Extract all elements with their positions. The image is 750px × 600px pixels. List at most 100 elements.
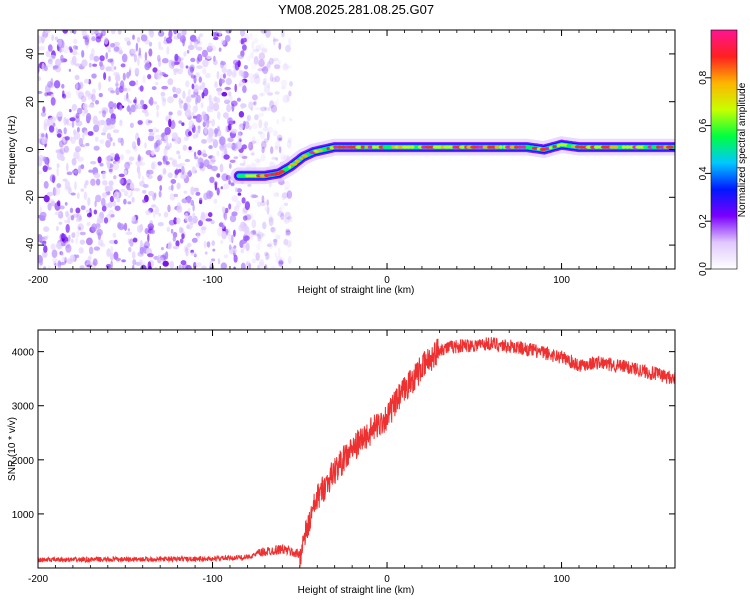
spectrogram-noise-blob — [186, 49, 190, 54]
spectrogram-noise-blob — [101, 197, 106, 207]
spectrogram-noise-blob — [43, 65, 48, 72]
spectrogram-noise-blob — [156, 69, 163, 79]
spectrogram-ridge-peak — [424, 145, 431, 149]
spectrogram-noise-blob — [268, 216, 274, 223]
spectrogram-ridge-peak — [665, 145, 674, 149]
spectrogram-noise-blob — [211, 119, 216, 127]
spectrogram-noise-blob — [193, 84, 199, 93]
spectrogram-noise-blob — [125, 149, 131, 154]
spectrogram-noise-blob — [65, 244, 72, 253]
spectrogram-noise-blob — [278, 260, 284, 265]
spectrogram-noise-blob — [212, 102, 220, 112]
spectrogram-noise-blob — [257, 130, 263, 135]
spectrogram-noise-blob — [61, 242, 66, 247]
spectrogram-noise-blob — [39, 259, 43, 266]
spectrogram-noise-blob — [112, 142, 116, 147]
spectrogram-noise-blob — [237, 132, 242, 141]
spectrogram-noise-blob — [99, 61, 103, 67]
spectrogram-noise-blob — [174, 174, 178, 179]
spectrogram-noise-blob — [45, 50, 51, 58]
spectrogram-noise-blob — [233, 156, 239, 160]
spectrogram-noise-blob — [108, 180, 114, 186]
spectrogram-noise-blob — [44, 160, 48, 165]
spectrogram-noise-blob — [287, 256, 292, 265]
spectrogram-noise-blob — [275, 140, 280, 149]
spectrogram-noise-blob — [83, 182, 87, 189]
spectrogram-ridge-peak — [289, 162, 298, 166]
spectrogram-noise-blob — [223, 234, 227, 239]
y-tick-label: 20 — [25, 96, 36, 108]
spectrogram-noise-blob — [264, 65, 268, 71]
spectrogram-noise-blob — [137, 170, 141, 180]
spectrogram-noise-blob — [86, 221, 91, 227]
spectrogram-noise-blob — [222, 73, 227, 79]
spectrogram-noise-blob — [272, 130, 278, 137]
spectrogram-noise-blob — [261, 47, 268, 53]
spectrogram-noise-blob — [58, 39, 62, 48]
spectrogram-noise-blob — [212, 248, 216, 252]
spectrogram-noise-blob — [63, 116, 67, 126]
spectrogram-noise-blob — [224, 125, 228, 134]
spectrogram-noise-blob — [183, 190, 188, 194]
spectrogram-noise-blob — [251, 150, 255, 155]
spectrogram-noise-blob — [145, 150, 153, 156]
spectrogram-noise-blob — [105, 264, 112, 269]
spectrogram-noise-blob — [65, 223, 70, 233]
spectrogram-noise-blob — [183, 136, 189, 142]
spectrogram-noise-blob — [87, 197, 91, 206]
spectrogram-ridge-peak — [387, 145, 392, 149]
spectrogram-ridge-peak — [417, 145, 423, 149]
spectrogram-noise-blob — [192, 105, 198, 114]
spectrogram-ridge-peak — [294, 159, 301, 163]
spectrogram-noise-blob — [120, 154, 124, 161]
spectrogram-noise-blob — [268, 241, 274, 250]
spectrogram-noise-blob — [257, 264, 260, 269]
spectrogram-noise-blob — [122, 72, 126, 81]
spectrogram-noise-blob — [272, 38, 279, 42]
spectrogram-noise-blob — [182, 90, 186, 99]
spectrogram-noise-blob — [161, 58, 169, 64]
spectrogram-noise-blob — [142, 184, 149, 188]
spectrogram-noise-blob — [75, 120, 83, 127]
spectrogram-noise-blob — [200, 226, 206, 235]
spectrogram-noise-blob — [188, 120, 195, 129]
spectrogram-noise-blob — [82, 132, 85, 141]
spectrogram-noise-blob — [158, 41, 162, 48]
spectrogram-noise-blob — [166, 142, 170, 151]
spectrogram-noise-blob — [93, 124, 100, 133]
spectrogram-noise-blob — [250, 51, 255, 59]
spectrogram-ridge-peak — [479, 145, 484, 149]
spectrogram-noise-blob — [191, 112, 195, 116]
spectrogram-noise-blob — [285, 233, 290, 237]
spectrogram-noise-blob — [135, 160, 142, 166]
spectrogram-noise-blob — [139, 85, 144, 92]
spectrogram-noise-blob — [109, 137, 113, 142]
spectrogram-noise-blob — [207, 105, 210, 113]
spectrogram-noise-blob — [259, 92, 264, 97]
spectrogram-noise-blob — [234, 187, 238, 193]
spectrogram-noise-blob — [58, 221, 63, 225]
spectrogram-noise-blob — [201, 265, 207, 269]
spectrogram-ridge-peak — [482, 145, 489, 149]
spectrogram-noise-blob — [64, 136, 70, 141]
spectrogram-noise-blob — [232, 120, 236, 124]
spectrogram-noise-blob — [239, 162, 246, 167]
spectrogram-noise-blob — [248, 32, 253, 40]
spectrogram-noise-blob — [63, 45, 69, 54]
spectrogram-noise-blob — [254, 114, 259, 121]
spectrogram-ridge-peak — [410, 145, 415, 149]
spectrogram-noise-blob — [264, 251, 269, 256]
spectrogram-noise-blob — [278, 146, 282, 154]
spectrogram-noise-blob — [168, 118, 172, 128]
spectrogram-noise-blob — [132, 259, 137, 266]
spectrogram-noise-blob — [113, 191, 120, 200]
spectrogram-noise-blob — [71, 103, 78, 111]
spectrogram-noise-blob — [56, 59, 62, 65]
spectrogram-noise-blob — [99, 55, 105, 62]
spectrogram-noise-blob — [275, 255, 282, 264]
colorbar-tick-label: 0.6 — [698, 118, 709, 132]
spectrogram-noise-blob — [147, 175, 153, 179]
spectrogram-noise-blob — [160, 247, 164, 251]
spectrogram-noise-blob — [46, 234, 49, 239]
spectrogram-noise-blob — [93, 55, 100, 62]
